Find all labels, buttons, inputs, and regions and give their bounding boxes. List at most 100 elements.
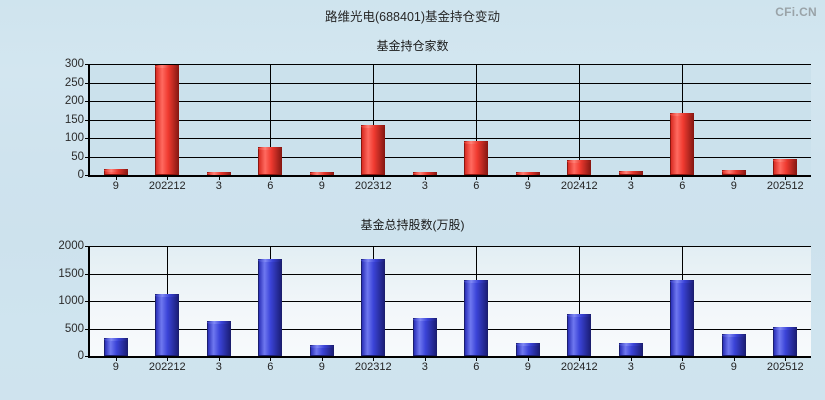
fund-holders-x-tick-label: 9	[318, 180, 325, 192]
fund-shares-x-tick-label: 6	[473, 361, 480, 373]
fund-shares-x-tick-mark	[630, 356, 632, 361]
fund-holders-y-tick-label: 300	[64, 58, 84, 70]
fund-holders-gridline	[90, 82, 811, 84]
fund-holders-y-tick-mark	[85, 101, 90, 102]
fund-holders-chart-panel: 0 50 100 150 200 250 300 9 202212 3 6 9 202312 3 6 9 202…	[0, 58, 825, 192]
fund-holders-x-tick-mark	[270, 175, 272, 180]
fund-shares-x-tick-mark	[785, 356, 787, 361]
fund-holders-bar	[670, 112, 695, 175]
fund-shares-x-tick-mark	[682, 356, 684, 361]
fund-shares-y-tick-label: 1000	[58, 295, 84, 307]
fund-holders-y-tick-mark	[85, 156, 90, 158]
fund-holders-plot-area: 0 50 100 150 200 250 300 9 202212 3 6 9 202312 3 6 9 202…	[65, 58, 811, 192]
fund-holders-x-tick-mark	[218, 175, 220, 180]
fund-holders-vertical-gridline	[476, 64, 478, 175]
fund-holders-x-tick-label: 9	[730, 180, 737, 192]
fund-holders-x-tick-mark	[630, 175, 632, 180]
fund-holders-bar	[155, 64, 180, 175]
fund-shares-x-tick-label: 202512	[766, 361, 804, 373]
fund-holders-x-tick-mark	[373, 175, 375, 180]
fund-shares-x-tick-label: 9	[318, 361, 325, 373]
fund-holders-y-tick-label: 200	[64, 95, 84, 107]
fund-holders-x-tick-mark	[682, 175, 684, 180]
fund-holders-y-tick-label: 100	[64, 132, 84, 144]
fund-holders-x-tick-label: 9	[112, 180, 119, 192]
fund-holders-x-tick-mark	[527, 175, 529, 180]
fund-shares-y-tick-mark	[85, 356, 90, 357]
fund-shares-plot-area: 0 500 1000 1500 2000 9 202212 3 6 9 202312 3 6 9 20241…	[58, 240, 811, 373]
fund-shares-x-tick-label: 9	[112, 361, 119, 373]
fund-shares-x-tick-mark	[476, 356, 478, 361]
panel-2-subtitle: 基金总持股数(万股)	[360, 218, 465, 232]
fund-shares-x-tick-label: 6	[679, 361, 686, 373]
panel-1-subtitle: 基金持仓家数	[376, 39, 449, 53]
fund-shares-x-tick-label: 202212	[148, 361, 186, 373]
fund-holders-x-tick-label: 6	[473, 180, 480, 192]
fund-holders-x-tick-label: 202312	[354, 180, 392, 192]
fund-holders-vertical-gridline	[270, 64, 272, 175]
fund-shares-x-tick-mark	[373, 356, 375, 361]
fund-shares-x-tick-label: 9	[730, 361, 737, 373]
fund-holders-vertical-gridline	[373, 64, 375, 175]
fund-holders-y-tick-label: 0	[77, 169, 84, 181]
fund-shares-x-tick-label: 202412	[560, 361, 598, 373]
fund-holders-x-tick-label: 202512	[766, 180, 804, 192]
fund-holders-bar	[515, 172, 540, 175]
fund-shares-bar	[258, 258, 283, 356]
fund-holders-vertical-gridline	[579, 64, 581, 175]
fund-shares-x-tick-label: 3	[421, 361, 428, 373]
fund-holders-gridline	[90, 156, 811, 158]
fund-shares-x-tick-mark	[579, 356, 581, 361]
fund-holders-bar	[412, 172, 437, 175]
fund-shares-x-tick-label: 3	[627, 361, 634, 373]
fund-shares-bar	[618, 343, 643, 356]
fund-holders-gridline	[90, 119, 811, 121]
fund-holders-gridline	[90, 64, 811, 65]
fund-shares-x-tick-mark	[321, 356, 323, 361]
fund-shares-bar	[103, 338, 128, 356]
fund-holders-x-tick-label: 202212	[148, 180, 186, 192]
fund-holders-y-tick-mark	[85, 119, 90, 121]
fund-holders-y-tick-mark	[85, 175, 90, 176]
fund-holders-x-tick-label: 6	[267, 180, 274, 192]
fund-shares-bar	[515, 342, 540, 356]
fund-shares-gridline	[90, 273, 811, 275]
watermark-label: CFi.CN	[775, 5, 817, 19]
fund-shares-bar	[721, 333, 746, 356]
fund-shares-chart-panel: 0 500 1000 1500 2000 9 202212 3 6 9 202312 3 6 9 20241…	[0, 240, 825, 373]
fund-shares-bar	[309, 344, 334, 356]
fund-shares-vertical-gridline	[579, 246, 581, 356]
fund-holders-x-tick-mark	[733, 175, 735, 180]
fund-holders-bar	[206, 172, 231, 175]
fund-holders-y-tick-label: 150	[64, 113, 84, 126]
fund-holders-x-tick-mark	[476, 175, 478, 180]
fund-holders-bar	[773, 158, 798, 175]
fund-shares-bar	[412, 318, 437, 356]
fund-shares-x-tick-label: 3	[215, 361, 222, 373]
fund-shares-x-tick-label: 202312	[354, 361, 392, 373]
fund-holders-x-tick-label: 202412	[560, 180, 598, 192]
fund-shares-x-tick-mark	[218, 356, 220, 361]
fund-holders-y-tick-mark	[85, 138, 90, 139]
fund-shares-bar	[773, 326, 798, 356]
fund-shares-bar	[155, 294, 180, 356]
fund-shares-x-tick-label: 9	[524, 361, 531, 373]
fund-holders-bar	[464, 140, 489, 175]
fund-shares-x-tick-mark	[527, 356, 529, 361]
fund-holders-bar	[309, 172, 334, 175]
fund-shares-bar	[206, 321, 231, 356]
fund-holders-bar	[567, 159, 592, 175]
fund-shares-x-tick-mark	[167, 356, 169, 361]
fund-holders-bar	[618, 171, 643, 175]
fund-holders-bar	[258, 146, 283, 175]
fund-holders-y-tick-label: 250	[64, 76, 84, 89]
fund-holders-y-tick-mark	[85, 82, 90, 84]
fund-holders-x-tick-label: 3	[215, 180, 222, 192]
fund-shares-gridline	[90, 246, 811, 247]
fund-shares-x-tick-mark	[733, 356, 735, 361]
fund-holders-y-tick-mark	[85, 64, 90, 65]
fund-shares-y-tick-mark	[85, 328, 90, 330]
fund-shares-x-tick-label: 6	[267, 361, 274, 373]
fund-shares-y-tick-label: 500	[64, 322, 84, 335]
